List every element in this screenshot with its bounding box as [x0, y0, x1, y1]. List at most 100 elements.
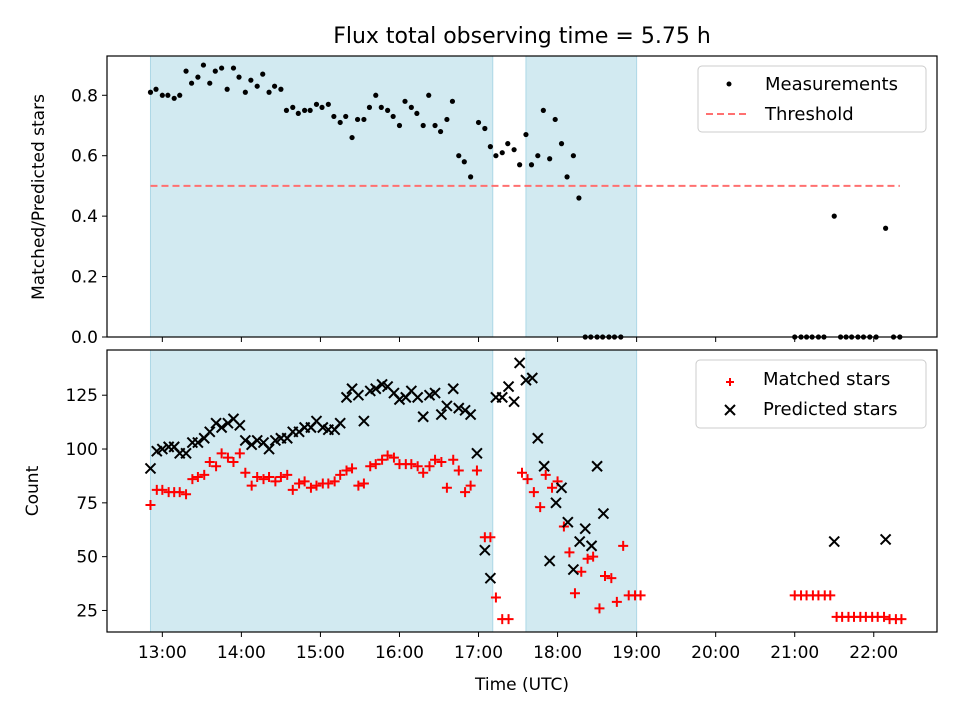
measurement-point	[456, 153, 462, 159]
measurement-point	[499, 150, 505, 156]
x-axis-label: Time (UTC)	[474, 675, 569, 695]
predicted-stars-point	[393, 393, 406, 406]
measurement-point	[517, 162, 523, 168]
bottom-y-tick-label: 25	[76, 601, 98, 621]
predicted-stars-point	[496, 391, 508, 404]
matched-stars-point	[187, 474, 198, 485]
measurement-point	[390, 113, 396, 120]
measurement-point	[207, 80, 213, 86]
matched-stars-point	[896, 614, 907, 625]
matched-stars-point	[611, 596, 622, 607]
top-y-tick-label: 0.0	[71, 328, 98, 348]
matched-stars-point	[211, 461, 222, 472]
measurement-point	[302, 107, 308, 113]
matched-stars-point	[606, 573, 617, 584]
top-y-tick-label: 0.6	[71, 147, 98, 167]
top-shaded-interval	[525, 55, 638, 338]
predicted-stars-point	[591, 460, 603, 472]
measurement-point	[361, 116, 367, 123]
legend-matched-marker	[726, 378, 734, 386]
matched-stars-point	[157, 484, 168, 495]
matched-stars-point	[588, 551, 599, 562]
predicted-stars-point	[411, 391, 424, 404]
bottom-shading	[149, 349, 638, 633]
measurement-point	[385, 107, 391, 113]
measurement-point	[414, 110, 420, 117]
measurement-point	[831, 213, 837, 219]
legend-threshold-label: Threshold	[764, 104, 854, 125]
measurement-point	[468, 174, 474, 180]
predicted-stars-point	[215, 421, 228, 434]
matched-stars-point	[569, 588, 580, 599]
predicted-stars-point	[239, 434, 252, 447]
top-y-ticks: 0.0 0.2 0.4 0.6 0.8	[71, 86, 107, 348]
matched-stars-point	[424, 461, 435, 472]
matched-stars-point	[294, 478, 305, 489]
measurement-point	[570, 153, 576, 159]
predicted-stars-point	[435, 408, 448, 421]
x-tick-label: 14:00	[217, 643, 266, 663]
predicted-stars-point	[484, 572, 497, 584]
matched-stars-point	[341, 465, 352, 476]
predicted-stars-point	[156, 443, 169, 455]
measurement-point	[331, 113, 337, 120]
matched-stars-point	[234, 448, 245, 459]
matched-stars-point	[436, 456, 447, 467]
matched-stars-point	[323, 478, 334, 489]
predicted-stars-point	[453, 402, 465, 414]
measurement-point	[378, 104, 384, 110]
measurement-point	[576, 195, 582, 201]
measurement-point	[295, 110, 301, 117]
bottom-y-tick-label: 125	[66, 386, 98, 406]
matched-stars-point	[358, 478, 369, 489]
matched-stars-point	[264, 472, 275, 483]
predicted-stars-point	[441, 400, 453, 412]
predicted-stars-point	[471, 447, 483, 460]
predicted-stars-point	[555, 482, 568, 494]
predicted-stars-point	[370, 383, 382, 395]
predicted-stars-point	[334, 417, 346, 429]
measurement-point	[266, 89, 272, 95]
measurement-point	[313, 101, 320, 107]
matched-stars-point	[216, 448, 227, 459]
measurement-point	[883, 225, 889, 231]
matched-stars-point	[282, 469, 293, 480]
measurement-point	[528, 162, 535, 168]
predicted-stars-point	[251, 434, 263, 447]
bottom-legend-box	[695, 359, 927, 429]
matched-stars-point	[258, 474, 269, 485]
measurement-point	[260, 71, 266, 77]
measurement-point	[290, 104, 296, 110]
matched-stars-point	[564, 547, 575, 558]
top-shading	[149, 55, 638, 338]
legend-matched-label: Matched stars	[763, 369, 890, 390]
matched-stars-point	[517, 467, 527, 478]
measurement-point	[354, 116, 361, 123]
top-axes-frame	[106, 55, 938, 338]
measurement-point	[195, 74, 201, 80]
measurement-point	[278, 86, 284, 92]
matched-stars-point	[204, 456, 215, 467]
matched-stars-point	[240, 467, 251, 478]
matched-stars-point	[448, 454, 459, 465]
measurement-point	[540, 107, 546, 113]
measurement-point	[200, 62, 207, 68]
matched-stars-point	[522, 474, 533, 485]
measurement-point	[230, 65, 237, 71]
matched-stars-point	[347, 463, 358, 474]
predicted-stars-point	[526, 372, 538, 384]
bottom-axes-frame	[106, 349, 938, 633]
matched-stars-point	[365, 461, 376, 472]
matched-stars-point	[246, 480, 257, 491]
matched-stars-point	[540, 469, 551, 480]
matched-stars-point	[618, 540, 629, 551]
matched-stars-point	[275, 472, 286, 483]
bottom-x-ticks: 13:00 14:00 15:00 16:00 17:00 18:00 19:00 20:00…	[138, 632, 898, 663]
measurement-point	[493, 153, 499, 159]
matched-stars-point	[582, 553, 593, 564]
measurement-point	[511, 147, 517, 153]
predicted-stars-point	[180, 447, 192, 460]
measurement-point	[177, 92, 183, 98]
x-tick-label: 18:00	[533, 643, 582, 663]
